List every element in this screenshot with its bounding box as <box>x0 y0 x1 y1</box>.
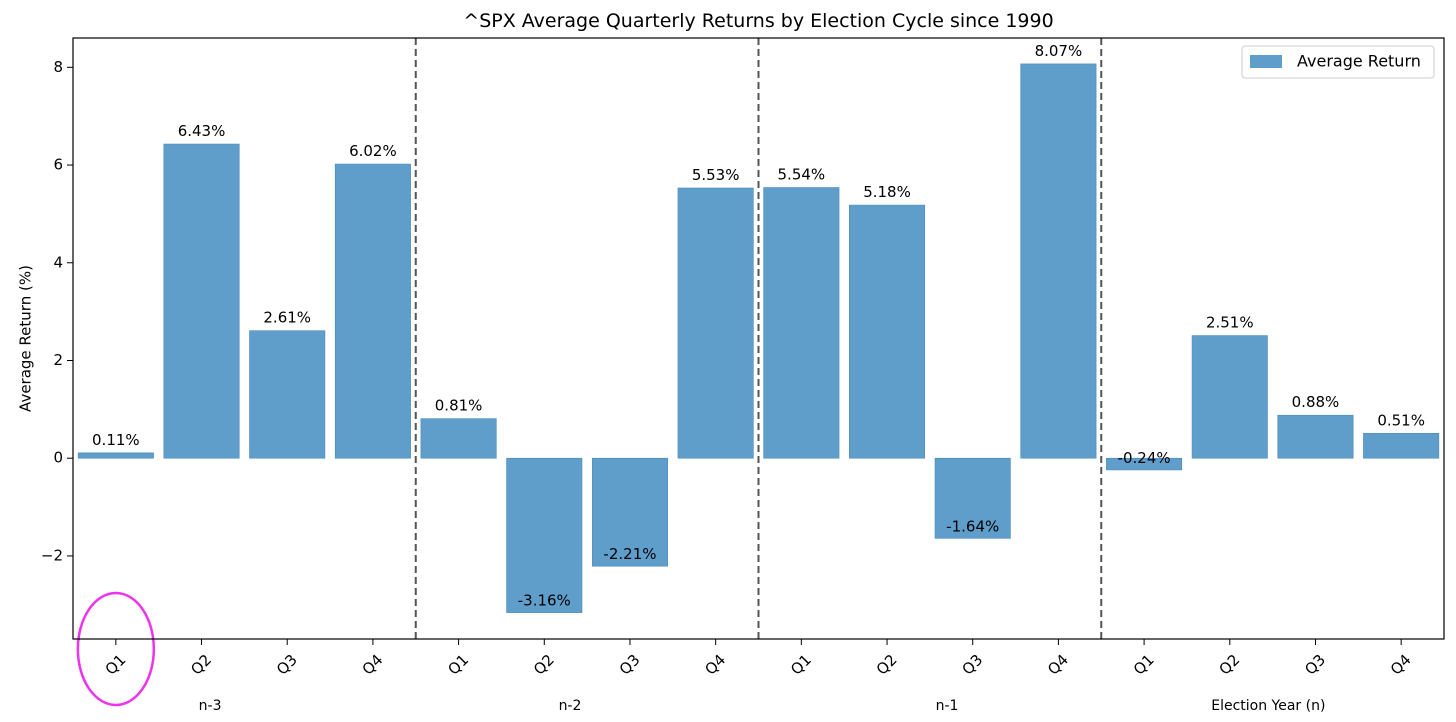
bar-value-label: 6.02% <box>349 142 397 160</box>
bar-value-label: 0.81% <box>435 397 483 415</box>
legend: Average Return <box>1241 45 1435 79</box>
x-tick-label: Q3 <box>1301 651 1329 679</box>
x-tick-label: Q3 <box>616 651 644 679</box>
bar <box>1277 414 1354 459</box>
bar <box>249 330 326 459</box>
bar-value-label: -3.16% <box>518 592 571 610</box>
x-tick-label: Q2 <box>530 651 558 679</box>
legend-swatch-average-return <box>1250 55 1282 68</box>
bar <box>849 204 926 459</box>
legend-entry-average-return: Average Return <box>1297 52 1421 71</box>
bar-value-label: 0.88% <box>1292 393 1340 411</box>
bar-value-label: 0.11% <box>92 431 140 449</box>
cycle-group-labels: n-3 n-2 n-1 Election Year (n) <box>199 698 1326 714</box>
bar <box>677 187 754 459</box>
bar-value-labels: 0.11% 6.43% 2.61% 6.02% 0.81% -3.16% -2.21% 5.5… <box>92 42 1425 610</box>
x-axis: Q1 Q2 Q3 Q4 Q1 Q2 Q3 Q4 Q1 Q2 Q3 Q4 Q1 Q2 Q3 Q4 <box>102 639 1415 679</box>
y-tick-label: 0 <box>53 449 63 467</box>
bar-value-label: 0.51% <box>1377 411 1425 429</box>
x-tick-label: Q4 <box>701 651 729 679</box>
cycle-group-label: n-1 <box>936 698 959 714</box>
cycle-group-label: Election Year (n) <box>1211 698 1325 714</box>
bar <box>934 457 1011 539</box>
bar-value-label: -2.21% <box>603 545 656 563</box>
y-tick-label: 6 <box>53 156 63 174</box>
bar <box>1363 432 1440 459</box>
x-tick-label: Q1 <box>1130 651 1158 679</box>
bar-value-label: 2.61% <box>263 309 311 327</box>
x-tick-label: Q2 <box>873 651 901 679</box>
bar <box>420 418 497 459</box>
x-tick-label: Q4 <box>359 651 387 679</box>
bar <box>77 452 154 459</box>
chart-title: ^SPX Average Quarterly Returns by Electi… <box>463 10 1053 32</box>
bar-value-label: 5.54% <box>778 166 826 184</box>
bar <box>591 457 668 567</box>
bar-value-label: 5.53% <box>692 166 740 184</box>
cycle-separators <box>414 38 1103 639</box>
y-axis-label: Average Return (%) <box>16 265 34 412</box>
bar <box>506 457 583 613</box>
bar-value-label: -1.64% <box>946 517 999 535</box>
cycle-group-label: n-2 <box>559 698 582 714</box>
x-tick-label: Q2 <box>187 651 215 679</box>
bar <box>1020 63 1097 459</box>
x-tick-label: Q1 <box>787 651 815 679</box>
y-tick-label: 2 <box>53 351 63 369</box>
x-tick-label: Q3 <box>273 651 301 679</box>
bar-value-label: 8.07% <box>1035 42 1083 60</box>
legend-box <box>1241 45 1435 79</box>
x-tick-label: Q1 <box>102 651 130 679</box>
y-tick-label: −2 <box>41 546 63 564</box>
y-axis: −2 0 2 4 6 8 <box>41 58 73 564</box>
bar <box>1191 335 1268 459</box>
bars <box>77 63 1440 613</box>
bar-value-label: -0.24% <box>1118 449 1171 467</box>
highlight-circle <box>76 591 156 707</box>
bar <box>1106 457 1183 471</box>
bar <box>163 143 240 459</box>
x-tick-label: Q2 <box>1216 651 1244 679</box>
bar <box>334 163 411 459</box>
y-tick-label: 8 <box>53 58 63 76</box>
x-tick-label: Q4 <box>1044 651 1072 679</box>
bar-value-label: 2.51% <box>1206 314 1254 332</box>
x-tick-label: Q1 <box>444 651 472 679</box>
x-tick-label: Q4 <box>1387 651 1415 679</box>
cycle-group-label: n-3 <box>199 698 222 714</box>
x-tick-label: Q3 <box>958 651 986 679</box>
y-tick-label: 4 <box>53 253 63 271</box>
plot-frame <box>72 37 1445 640</box>
bar <box>763 187 840 459</box>
bar-value-label: 6.43% <box>178 122 226 140</box>
bar-value-label: 5.18% <box>863 183 911 201</box>
